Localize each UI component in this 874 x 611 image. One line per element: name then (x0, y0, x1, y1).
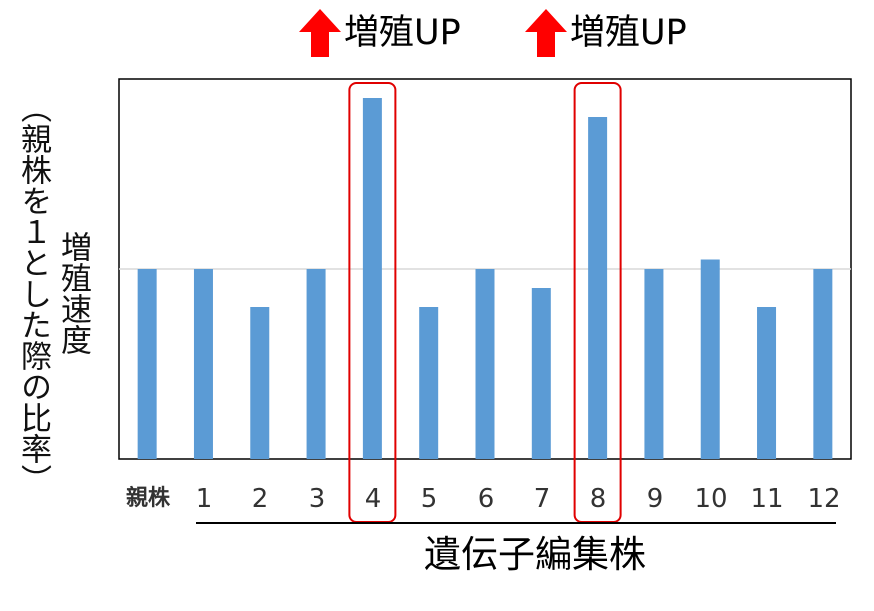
x-tick-label: 親株 (125, 486, 170, 511)
x-tick-label: 2 (251, 484, 269, 514)
bar-9 (644, 269, 664, 459)
up-arrow-icon (525, 9, 567, 57)
bar-10 (700, 259, 720, 459)
y-axis-title: 増殖速度 （親株を１とした際の比率） (8, 68, 98, 518)
bar-1 (193, 269, 213, 459)
bar-12 (813, 269, 833, 459)
bar-3 (306, 269, 326, 459)
bar-11 (757, 307, 777, 459)
x-tick-label: 8 (589, 484, 607, 514)
bar-親株 (137, 269, 157, 459)
bar-6 (475, 269, 495, 459)
x-tick-label: 4 (364, 484, 382, 514)
bar-8 (588, 117, 608, 459)
x-tick-label: 1 (195, 484, 213, 514)
x-tick-label: 10 (694, 484, 728, 514)
bar-2 (250, 307, 270, 459)
y-axis-title-line1: 増殖速度 (55, 231, 91, 355)
up-arrow-icon (299, 9, 341, 57)
x-tick-label: 7 (533, 484, 551, 514)
x-tick-label: 9 (646, 484, 664, 514)
x-tick-label: 3 (308, 484, 326, 514)
x-axis-title: 遺伝子編集株 (424, 533, 646, 576)
bars-group (137, 98, 833, 459)
y-axis-title-line2: （親株を１とした際の比率） (15, 91, 51, 495)
callout-label: 増殖UP (344, 13, 461, 53)
growth-up-callout-8: 増殖UP (524, 8, 687, 58)
bar-5 (419, 307, 439, 459)
callout-label: 増殖UP (570, 13, 687, 53)
x-tick-label: 12 (807, 484, 841, 514)
bar-7 (531, 288, 551, 459)
bar-4 (362, 98, 382, 459)
x-tick-label: 5 (420, 484, 438, 514)
x-tick-label: 6 (477, 484, 495, 514)
x-tick-label: 11 (750, 484, 784, 514)
growth-up-callout-4: 増殖UP (298, 8, 461, 58)
